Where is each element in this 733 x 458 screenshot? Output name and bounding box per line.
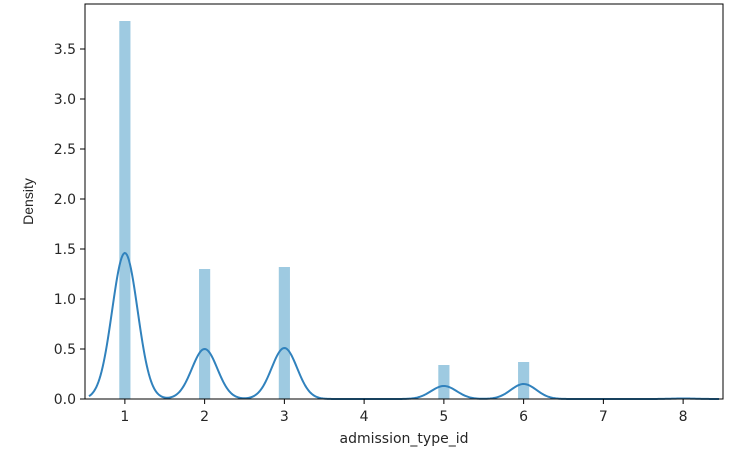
kde-curve [88,251,720,400]
y-tick-label: 2.0 [54,192,76,208]
y-axis-label: Density [20,178,36,225]
x-tick-label: 6 [519,409,528,425]
y-tick-label: 0.0 [54,392,76,408]
x-tick-label: 2 [200,409,209,425]
x-axis-label: admission_type_id [340,431,469,447]
x-tick-label: 7 [599,409,608,425]
histogram-bars [119,21,689,399]
x-tick-label: 1 [120,409,129,425]
histogram-bar-2 [199,269,211,399]
plot-frame [84,3,724,400]
x-tick-label: 5 [439,409,448,425]
y-tick-label: 2.5 [54,142,76,158]
histogram-bar-3 [278,267,290,399]
histogram-bar-6 [518,362,530,399]
y-axis-ticks: 0.0 0.5 1.0 1.5 2.0 2.5 3.0 3.5 [54,42,85,408]
histogram-bar-1 [119,21,131,399]
x-axis-ticks: 1 2 3 4 5 6 7 8 [120,399,688,425]
y-tick-label: 3.5 [54,42,76,58]
x-tick-label: 4 [360,409,369,425]
y-tick-label: 1.0 [54,292,76,308]
x-tick-label: 8 [679,409,688,425]
x-tick-label: 3 [280,409,289,425]
y-tick-label: 3.0 [54,92,76,108]
y-tick-label: 1.5 [54,242,76,258]
histogram-bar-5 [438,365,450,399]
y-tick-label: 0.5 [54,342,76,358]
